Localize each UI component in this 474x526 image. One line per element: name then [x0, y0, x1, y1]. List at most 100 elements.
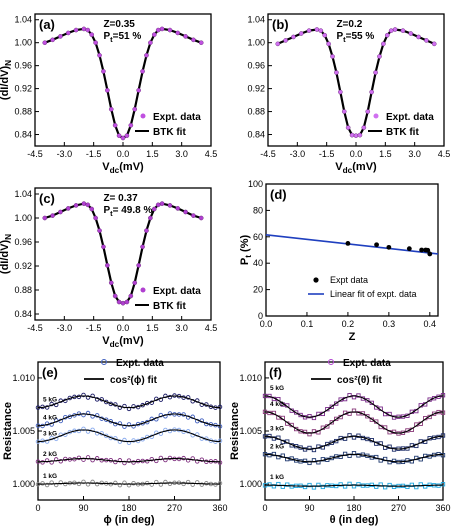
data-point: [271, 484, 277, 489]
data-point: [131, 404, 136, 409]
x-tick-label: 90: [304, 503, 314, 513]
data-point: [159, 201, 165, 206]
data-point: [117, 405, 123, 410]
y-tick-label: 40: [253, 258, 263, 268]
data-point: [386, 244, 392, 250]
field-label: 1 kG: [270, 474, 284, 481]
data-point: [140, 69, 145, 74]
y-tick-label: 1.000: [239, 479, 262, 489]
data-point: [89, 206, 95, 212]
data-point: [132, 280, 138, 286]
field-label: 3 kG: [43, 431, 57, 438]
data-point: [144, 53, 149, 58]
data-point: [326, 41, 331, 47]
data-point: [105, 263, 110, 268]
data-point: [322, 32, 328, 38]
data-point: [81, 392, 86, 398]
data-point: [334, 416, 339, 422]
data-point: [126, 422, 132, 427]
data-point: [302, 484, 308, 490]
legend-expt: Expt. data: [386, 112, 434, 123]
data-point: [423, 484, 428, 489]
x-tick-label: 3.0: [408, 149, 421, 159]
legend-expt: Expt. data: [116, 358, 164, 369]
data-point: [120, 135, 126, 141]
fit-curve: [38, 413, 220, 427]
x-axis-label: θ (in deg): [330, 514, 379, 526]
data-point: [175, 30, 181, 36]
data-point: [58, 480, 64, 485]
y-tick-label: 0.96: [247, 61, 265, 71]
x-tick-label: 1.5: [146, 149, 159, 159]
y-tick-label: 1.010: [239, 373, 262, 383]
data-point: [167, 481, 173, 486]
data-point: [81, 457, 86, 462]
data-point: [217, 438, 223, 444]
data-point: [167, 203, 173, 208]
data-point: [294, 426, 299, 432]
legend-fit: cos²(ϕ) fit: [110, 375, 158, 386]
data-point: [307, 414, 312, 419]
data-point: [113, 480, 118, 486]
fit-curve: [265, 395, 443, 418]
data-point: [283, 38, 288, 43]
data-point: [89, 32, 95, 37]
data-point: [191, 37, 196, 43]
data-point: [117, 439, 123, 444]
legend-marker: [140, 287, 146, 293]
data-point: [377, 54, 382, 59]
data-point: [94, 481, 100, 487]
data-point: [163, 427, 168, 433]
field-label: 1 kG: [43, 473, 57, 480]
x-axis-label-rest: (mV): [119, 161, 144, 173]
legend-fit: Linear fit of expt. data: [330, 289, 417, 299]
y-axis-label-group: Resistance: [229, 402, 241, 460]
legend-expt: Expt. data: [153, 112, 201, 123]
y-tick-label: 0.84: [247, 130, 265, 140]
data-point: [117, 421, 123, 426]
data-point: [163, 479, 168, 485]
data-point: [298, 31, 304, 36]
z-annotation: Z=0.35: [103, 19, 135, 30]
data-point: [65, 30, 71, 36]
data-point: [120, 300, 126, 306]
panel-label: (a): [39, 17, 55, 32]
data-point: [90, 479, 95, 485]
data-point: [381, 41, 386, 47]
data-point: [40, 460, 45, 465]
data-point: [132, 106, 138, 112]
data-point: [217, 480, 223, 486]
pt-annotation-sub: t: [343, 35, 346, 44]
data-point: [90, 457, 95, 463]
data-point: [285, 482, 290, 487]
x-tick-label: 270: [391, 503, 406, 513]
data-point: [131, 460, 136, 465]
data-point: [199, 457, 205, 462]
y-tick-label: 0.84: [14, 130, 32, 140]
x-tick-label: -4.5: [27, 323, 43, 333]
x-tick-label: -4.5: [260, 149, 276, 159]
data-point: [103, 433, 109, 439]
y-tick-label: 1.010: [12, 373, 35, 383]
data-point: [40, 481, 45, 486]
y-axis-label-sub: N: [4, 234, 13, 240]
pt-annotation-sub: t: [110, 209, 113, 218]
data-point: [318, 28, 324, 33]
data-point: [101, 244, 106, 250]
data-point: [131, 438, 136, 443]
fit-curve: [265, 453, 443, 463]
x-tick-label: 0.0: [117, 149, 130, 159]
y-axis-label: Resistance: [2, 402, 14, 460]
data-point: [267, 482, 272, 487]
x-tick-label: 0.0: [260, 319, 273, 329]
data-point: [136, 88, 141, 93]
x-tick-label: 0.0: [350, 149, 363, 159]
data-point: [151, 206, 157, 212]
x-axis-label-sub: dc: [110, 166, 120, 175]
x-tick-label: 4.5: [438, 149, 451, 159]
panel-a: -4.5 -3.0 -1.5 0.0 1.5 3.0 4.5 0.84 0.88 0.92 0.96…: [0, 13, 217, 175]
fit-curve: [38, 458, 220, 463]
data-point: [440, 393, 446, 398]
x-axis-label: Vdc(mV): [102, 335, 144, 349]
y-tick-label: 20: [253, 285, 263, 295]
